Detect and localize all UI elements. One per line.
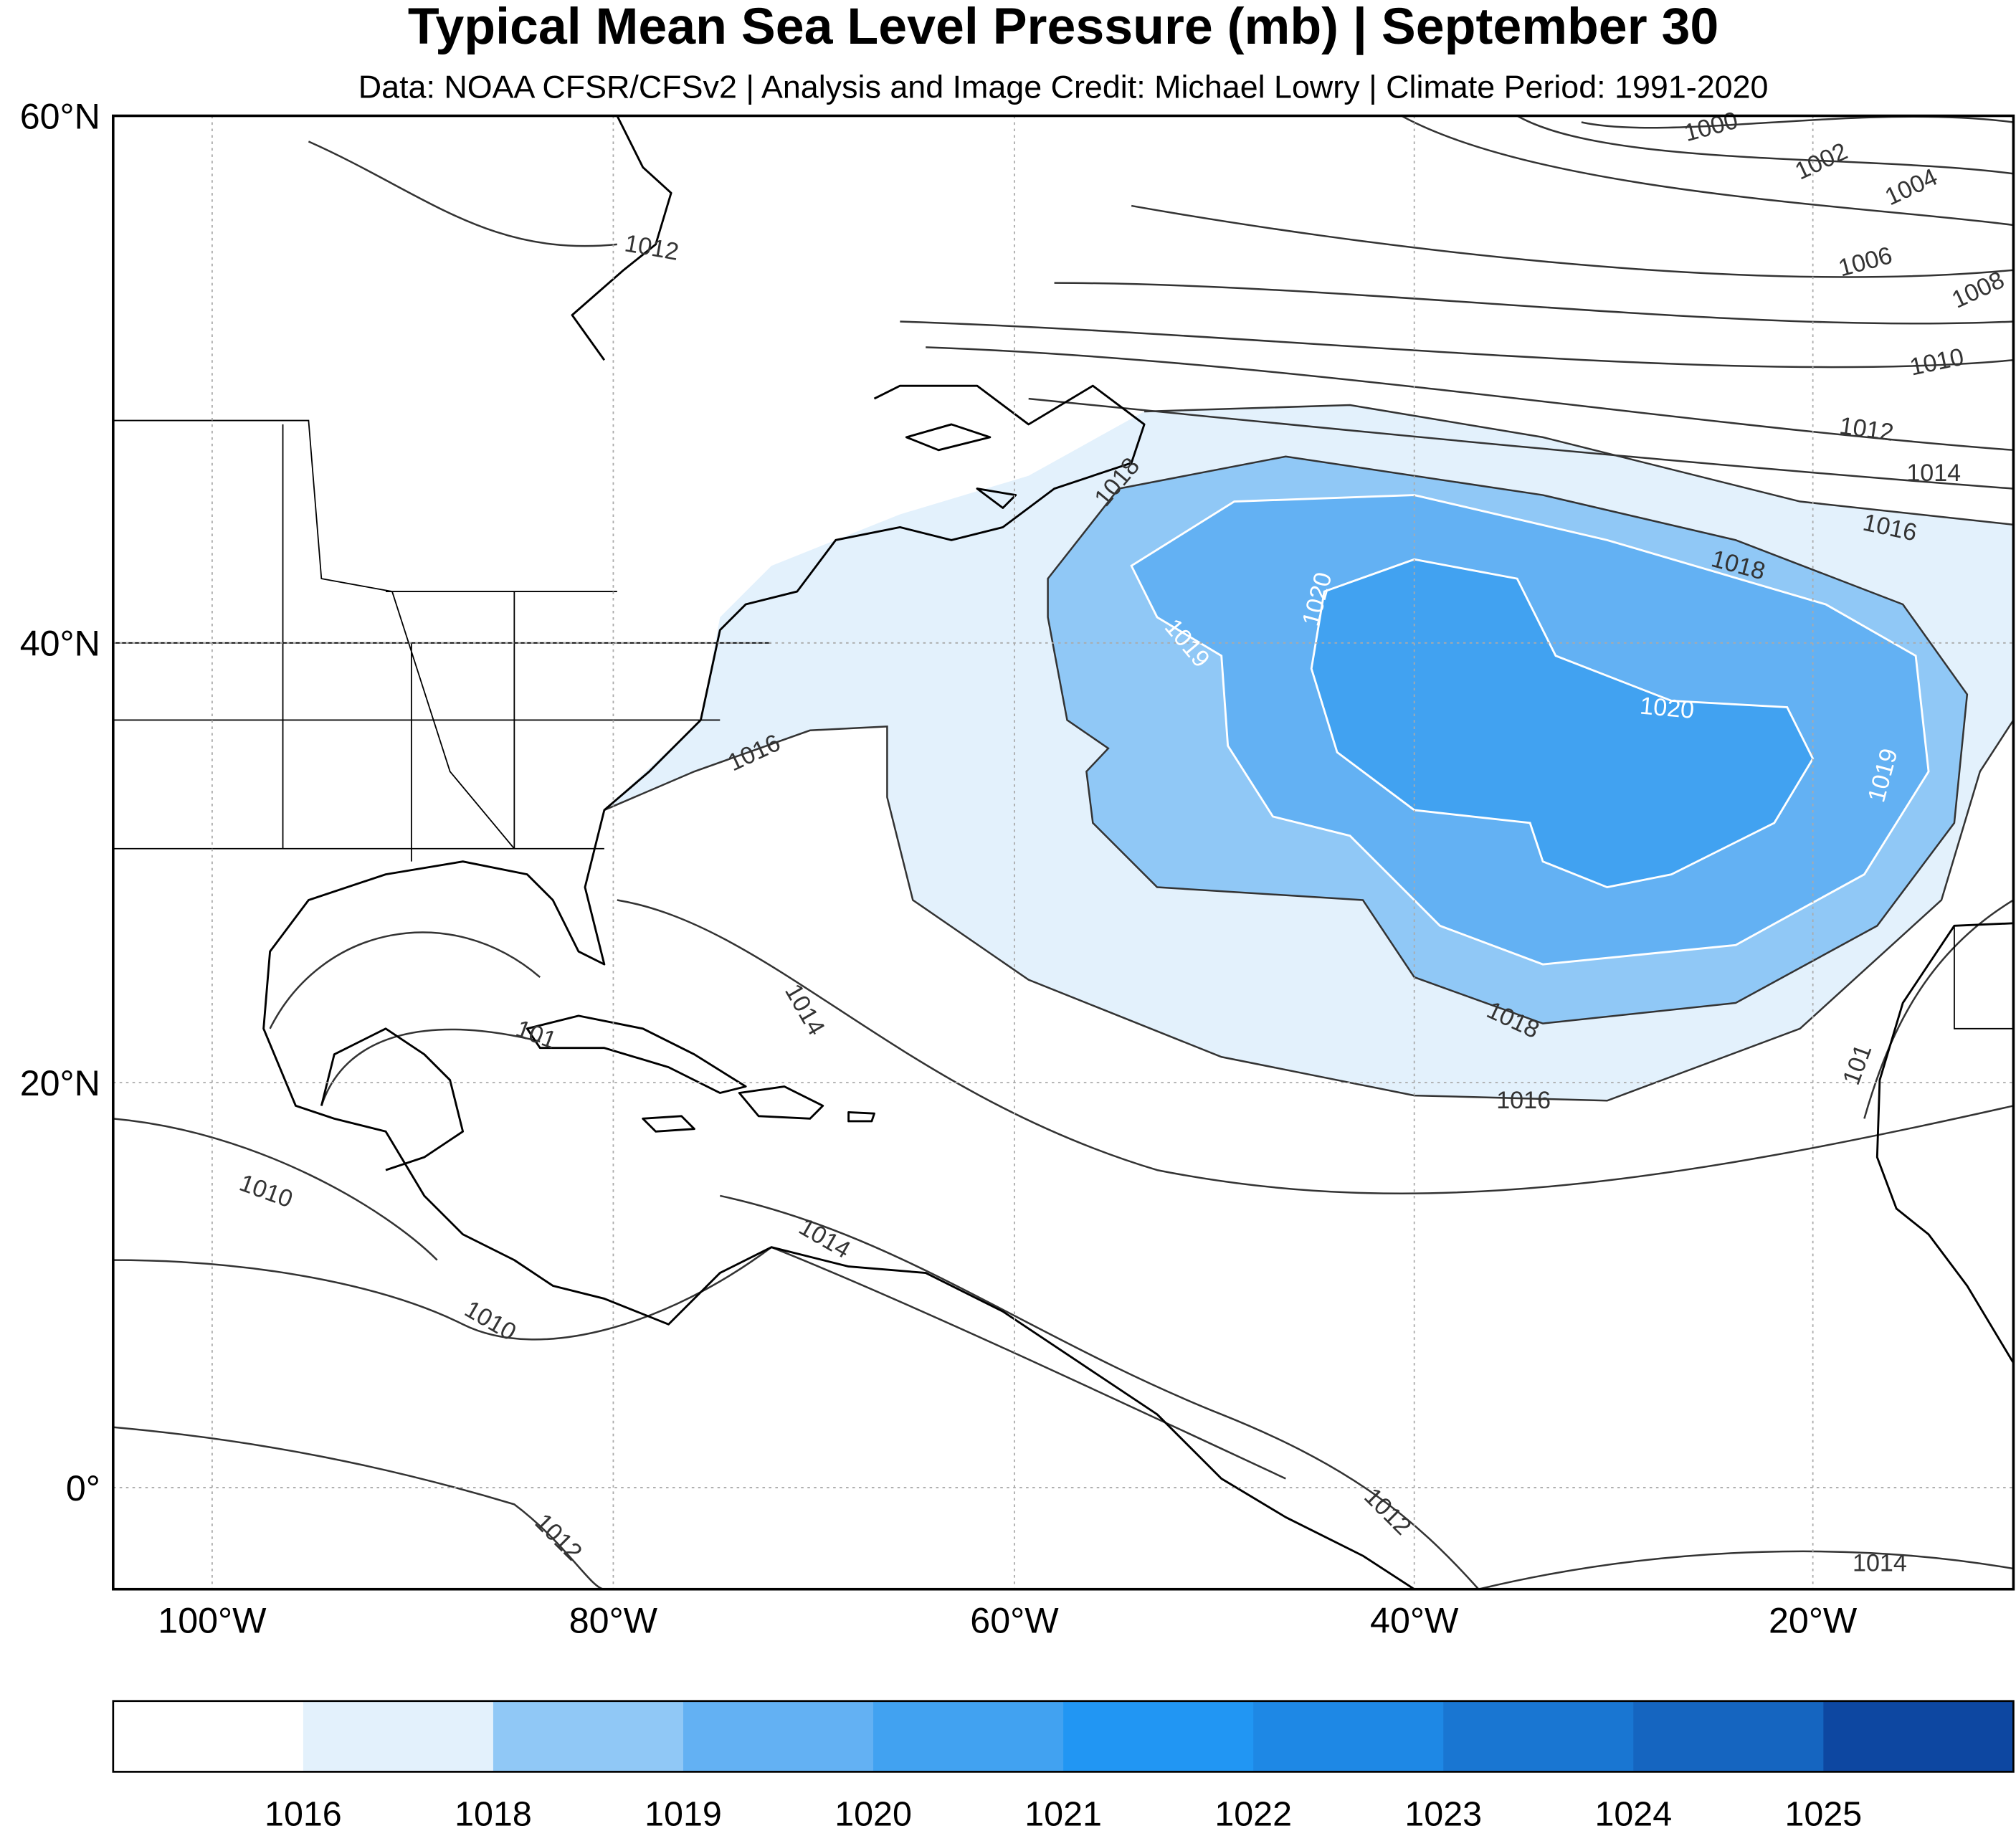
colorbar-segment (873, 1701, 1065, 1772)
colorbar-segment (683, 1701, 874, 1772)
contour-label: 1014 (1853, 1550, 1907, 1577)
contour-label: 1020 (1639, 693, 1696, 724)
lat-tick-label: 60°N (20, 96, 100, 136)
colorbar-label: 1025 (1785, 1795, 1863, 1831)
lat-tick-label: 20°N (20, 1063, 100, 1103)
contour-label: 1016 (1496, 1087, 1551, 1114)
map-body (113, 115, 2014, 1589)
shade-1020 (1311, 559, 1813, 888)
colorbar-label: 1016 (265, 1795, 342, 1831)
colorbar-segment (1253, 1701, 1445, 1772)
colorbar-label: 1019 (645, 1795, 722, 1831)
coastlines (113, 115, 2014, 1589)
axis-labels: 60°N 40°N 20°N 0° 100°W 80°W 60°W 40°W 20°W (20, 96, 1858, 1640)
lat-tick-label: 0° (66, 1468, 100, 1508)
colorbar-frame (112, 1700, 2015, 1773)
colorbar-label: 1023 (1404, 1795, 1482, 1831)
colorbar-label: 1022 (1214, 1795, 1292, 1831)
colorbar-segment (1443, 1701, 1635, 1772)
graticule (113, 115, 2014, 1589)
subtitle: Data: NOAA CFSR/CFSv2 | Analysis and Ima… (358, 68, 1769, 105)
contour-label: 1014 (1906, 460, 1961, 487)
lon-tick-label: 80°W (569, 1601, 658, 1641)
colorbar-label: 1020 (835, 1795, 912, 1831)
colorbar-segment (1063, 1701, 1255, 1772)
colorbar-segment (303, 1701, 494, 1772)
colorbar-label: 1024 (1594, 1795, 1672, 1831)
colorbar-label: 1018 (455, 1795, 532, 1831)
lon-tick-label: 60°W (970, 1601, 1059, 1641)
colorbar-label: 1021 (1024, 1795, 1102, 1831)
colorbar: 1016 1018 1019 1020 1021 1022 1023 1024 1025 (112, 1700, 2015, 1831)
contours (113, 115, 2014, 1589)
colorbar-segment (1823, 1701, 2015, 1772)
title: Typical Mean Sea Level Pressure (mb) | S… (408, 0, 1718, 55)
colorbar-segment (113, 1701, 304, 1772)
lat-tick-label: 40°N (20, 624, 100, 664)
colorbar-segment (1633, 1701, 1825, 1772)
lon-tick-label: 40°W (1370, 1601, 1459, 1641)
lon-tick-label: 20°W (1769, 1601, 1858, 1641)
lon-tick-label: 100°W (158, 1601, 267, 1641)
colorbar-segment (493, 1701, 684, 1772)
map-frame (112, 114, 2015, 1591)
